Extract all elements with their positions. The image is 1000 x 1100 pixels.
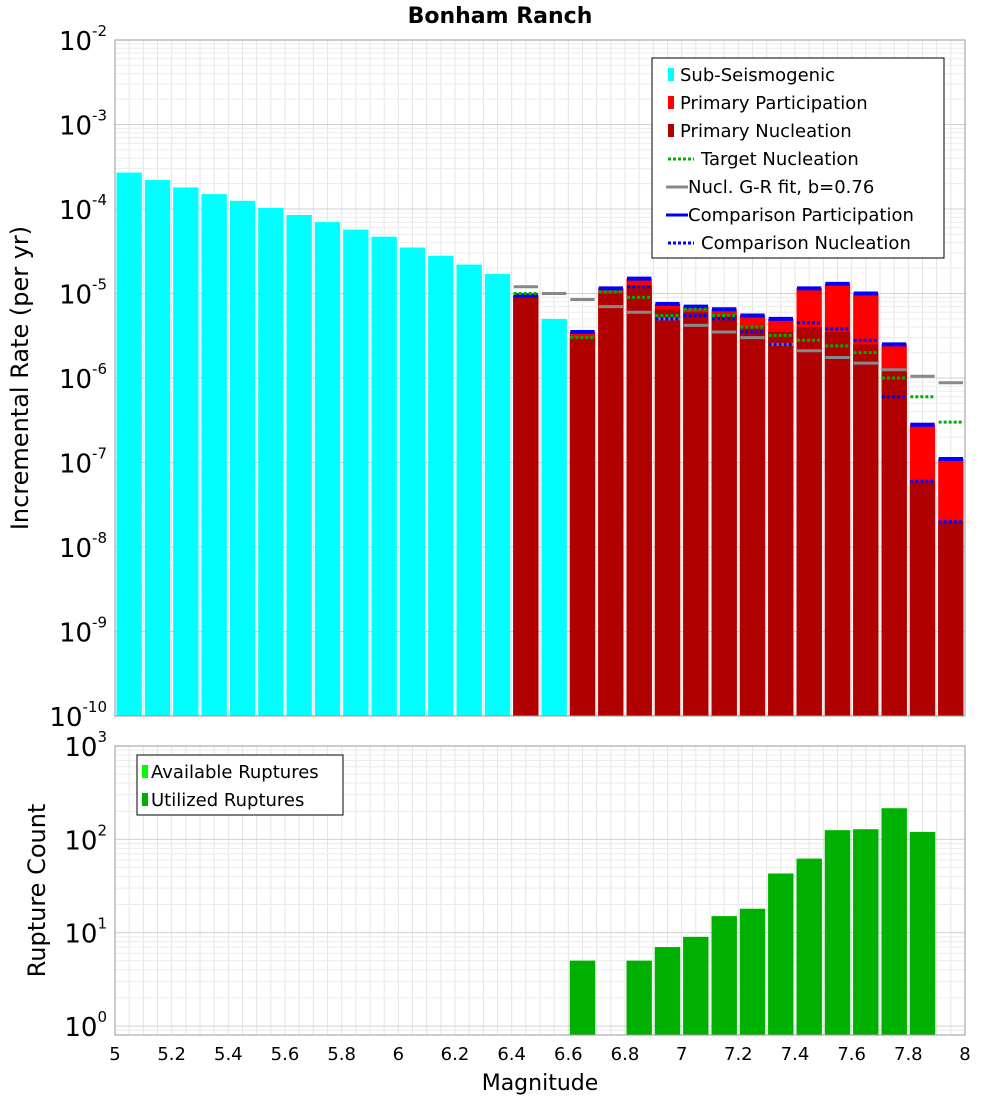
utilized-ruptures-bar bbox=[711, 916, 737, 1035]
x-tick-label: 7.8 bbox=[894, 1044, 923, 1065]
sub-seismogenic-bar bbox=[229, 200, 256, 717]
legend-label: Utilized Ruptures bbox=[151, 790, 304, 811]
rate-plot-y-tick-label: 10-9 bbox=[59, 614, 107, 649]
count-plot-y-tick-label: 102 bbox=[64, 821, 107, 856]
primary-nucleation-bar bbox=[909, 481, 936, 716]
primary-nucleation-bar bbox=[513, 295, 539, 716]
x-tick-label: 8 bbox=[959, 1044, 970, 1065]
rate-plot-y-tick-label: 10-10 bbox=[49, 698, 107, 733]
primary-nucleation-bar bbox=[711, 315, 737, 716]
legend-swatch bbox=[668, 68, 674, 81]
rate-plot-frame bbox=[114, 39, 966, 717]
legend-label: Primary Nucleation bbox=[680, 121, 852, 142]
utilized-ruptures-bar bbox=[683, 936, 709, 1035]
count-legend: Available Ruptures Utilized Ruptures bbox=[136, 754, 344, 816]
x-tick-label: 5.2 bbox=[157, 1044, 186, 1065]
sub-seismogenic-bar bbox=[116, 172, 142, 717]
utilized-ruptures-bar bbox=[739, 908, 766, 1035]
utilized-ruptures-bar bbox=[654, 947, 681, 1035]
x-tick-label: 7 bbox=[676, 1044, 687, 1065]
primary-nucleation-bar bbox=[739, 327, 766, 716]
x-tick-label: 6.2 bbox=[441, 1044, 470, 1065]
utilized-ruptures-bar bbox=[768, 873, 794, 1035]
rate-legend: Sub-Seismogenic Primary Participation Prim… bbox=[651, 57, 945, 259]
primary-nucleation-bar bbox=[824, 332, 851, 716]
primary-nucleation-bar bbox=[683, 312, 709, 716]
utilized-ruptures-bar bbox=[853, 829, 879, 1035]
utilized-ruptures-bar bbox=[881, 808, 907, 1035]
sub-seismogenic-bar bbox=[286, 214, 312, 716]
sub-seismogenic-bar bbox=[258, 207, 284, 716]
count-legend-box bbox=[136, 754, 344, 816]
sub-seismogenic-bar bbox=[201, 194, 227, 716]
count-plot-y-tick-label: 103 bbox=[64, 728, 107, 763]
primary-nucleation-bar bbox=[598, 293, 624, 716]
rate-plot-y-tick-label: 10-3 bbox=[59, 107, 107, 142]
x-tick-label: 5.6 bbox=[271, 1044, 300, 1065]
legend-swatch bbox=[142, 765, 148, 778]
utilized-ruptures-bar bbox=[626, 960, 652, 1035]
x-tick-label: 5 bbox=[109, 1044, 120, 1065]
x-tick-label: 7.4 bbox=[781, 1044, 810, 1065]
x-tick-label: 7.6 bbox=[837, 1044, 866, 1065]
primary-nucleation-bar bbox=[938, 521, 964, 716]
count-plot-y-tick-label: 100 bbox=[64, 1008, 107, 1043]
rate-plot-y-tick-label: 10-8 bbox=[59, 529, 107, 564]
rate-plot-y-tick-label: 10-2 bbox=[59, 22, 107, 57]
x-tick-label: 6.6 bbox=[554, 1044, 583, 1065]
x-tick-label: 6.8 bbox=[611, 1044, 640, 1065]
rate-plot-y-tick-label: 10-5 bbox=[59, 276, 107, 311]
sub-seismogenic-bar bbox=[484, 274, 511, 716]
primary-nucleation-bar bbox=[768, 332, 794, 716]
sub-seismogenic-bar bbox=[371, 236, 397, 716]
legend-label: Nucl. G-R fit, b=0.76 bbox=[688, 177, 874, 198]
count-plot-frame bbox=[114, 745, 966, 1036]
legend-swatch bbox=[668, 124, 674, 137]
sub-seismogenic-bar bbox=[314, 222, 341, 716]
legend-label: Target Nucleation bbox=[700, 149, 859, 170]
utilized-ruptures-bar bbox=[909, 831, 936, 1035]
legend-label: Available Ruptures bbox=[151, 762, 319, 783]
sub-seismogenic-bar bbox=[541, 318, 567, 716]
primary-nucleation-bar bbox=[569, 337, 596, 716]
sub-seismogenic-bar bbox=[173, 187, 199, 717]
primary-nucleation-bar bbox=[796, 327, 822, 716]
rate-plot: 10-2 10-3 10-4 10-5 10-6 10-7 10-8 10-9 10-10 Inc… bbox=[6, 22, 966, 733]
x-tick-label: 5.8 bbox=[327, 1044, 356, 1065]
x-tick-label: 6.4 bbox=[497, 1044, 526, 1065]
sub-seismogenic-bar bbox=[399, 247, 426, 716]
legend-label: Primary Participation bbox=[680, 93, 868, 114]
rate-plot-y-tick-label: 10-6 bbox=[59, 360, 107, 395]
legend-label: Comparison Participation bbox=[688, 205, 914, 226]
primary-nucleation-bar bbox=[881, 371, 907, 716]
sub-seismogenic-bar bbox=[456, 264, 482, 716]
rate-plot-y-label: Incremental Rate (per yr) bbox=[6, 226, 34, 530]
utilized-ruptures-bar bbox=[796, 858, 822, 1035]
count-plot-y-tick-label: 101 bbox=[64, 915, 107, 950]
legend-label: Comparison Nucleation bbox=[701, 233, 911, 254]
chart-title: Bonham Ranch bbox=[408, 4, 593, 29]
sub-seismogenic-bar bbox=[428, 255, 454, 716]
primary-nucleation-bar bbox=[626, 285, 652, 716]
primary-nucleation-bar bbox=[654, 309, 681, 716]
x-tick-label: 5.4 bbox=[214, 1044, 243, 1065]
utilized-ruptures-bar bbox=[824, 830, 851, 1035]
rate-plot-y-tick-label: 10-4 bbox=[59, 191, 107, 226]
x-tick-label: 7.2 bbox=[724, 1044, 753, 1065]
legend-swatch bbox=[142, 793, 148, 806]
rate-plot-y-tick-label: 10-7 bbox=[59, 445, 107, 480]
count-plot-y-label: Rupture Count bbox=[23, 804, 51, 978]
sub-seismogenic-bar bbox=[144, 180, 171, 716]
rate-legend-box bbox=[651, 57, 945, 259]
sub-seismogenic-bar bbox=[343, 229, 369, 716]
legend-label: Sub-Seismogenic bbox=[680, 65, 835, 86]
primary-nucleation-bar bbox=[853, 344, 879, 716]
legend-swatch bbox=[668, 96, 674, 109]
x-axis-label: Magnitude bbox=[482, 1071, 599, 1096]
utilized-ruptures-bar bbox=[569, 960, 596, 1035]
x-tick-label: 6 bbox=[393, 1044, 404, 1065]
